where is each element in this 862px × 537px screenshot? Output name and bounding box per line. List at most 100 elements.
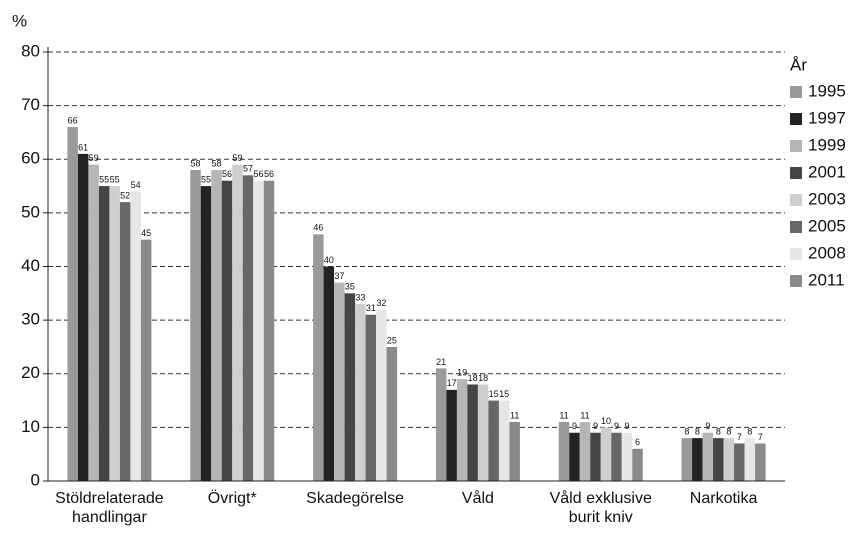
x-tick-label: Stöldrelaterade handlingar: [55, 490, 164, 526]
y-tick-label: 30: [21, 310, 40, 329]
bar: [376, 309, 387, 481]
bar: [590, 432, 601, 481]
bar: [211, 169, 222, 481]
value-label: 21: [436, 357, 446, 367]
legend-swatch: [790, 113, 802, 125]
value-label: 7: [758, 432, 763, 442]
bar: [467, 384, 478, 481]
value-label: 37: [334, 271, 344, 281]
value-label: 59: [232, 153, 242, 163]
x-tick-label-line: burit kniv: [569, 509, 633, 526]
value-label: 18: [478, 373, 488, 383]
bar: [386, 346, 398, 481]
bar: [488, 400, 499, 481]
value-label: 32: [376, 298, 386, 308]
bar: [558, 422, 570, 481]
value-label: 54: [131, 180, 141, 190]
bar: [119, 202, 131, 481]
value-label: 56: [222, 169, 232, 179]
value-label: 9: [614, 421, 619, 431]
x-tick-label-line: Skadegörelse: [306, 490, 404, 507]
bar: [344, 293, 356, 481]
value-label: 46: [313, 223, 323, 233]
bar: [621, 432, 633, 481]
bar: [723, 438, 735, 481]
bar: [221, 180, 233, 481]
value-label: 9: [572, 421, 577, 431]
legend-label: 2005: [808, 216, 846, 235]
legend-swatch: [790, 275, 802, 287]
value-label: 59: [89, 153, 99, 163]
legend-label: 1995: [808, 81, 846, 100]
bar: [477, 384, 489, 481]
legend-title: År: [790, 55, 807, 74]
x-tick-label: Våld: [462, 489, 494, 507]
value-label: 57: [243, 164, 253, 174]
value-label: 17: [447, 378, 457, 388]
bar: [77, 153, 89, 481]
bar: [713, 438, 724, 481]
bar: [323, 266, 335, 481]
value-label: 35: [345, 282, 355, 292]
y-tick-label: 80: [21, 41, 40, 60]
legend-label: 1997: [808, 108, 846, 127]
legend-label: 2001: [808, 162, 846, 181]
bar: [734, 443, 745, 481]
value-label: 55: [110, 174, 120, 184]
x-tick-label: Våld exklusive burit kniv: [550, 489, 652, 526]
bar: [692, 438, 703, 481]
bar: [232, 164, 243, 482]
value-label: 31: [366, 303, 376, 313]
bar: [744, 438, 756, 481]
legend-swatch: [790, 248, 802, 260]
bar: [446, 389, 457, 481]
value-label: 7: [737, 432, 742, 442]
bar: [200, 186, 212, 481]
x-tick-label-line: Våld exklusive: [550, 489, 652, 507]
value-label: 8: [716, 426, 721, 436]
value-label: 8: [726, 426, 731, 436]
bar: [67, 127, 78, 481]
x-tick-label-line: Övrigt*: [208, 489, 257, 507]
value-label: 40: [324, 255, 334, 265]
bar: [569, 432, 580, 481]
bar: [190, 169, 201, 481]
x-tick-label-line: handlingar: [72, 509, 147, 526]
value-label: 52: [120, 191, 130, 201]
bar: [334, 282, 345, 481]
value-label: 18: [468, 373, 478, 383]
x-tick-label-line: Våld: [462, 489, 494, 507]
bar: [140, 239, 152, 481]
legend-label: 2003: [808, 189, 846, 208]
bar: [355, 304, 366, 481]
value-label: 9: [593, 421, 598, 431]
legend-swatch: [790, 86, 802, 98]
bar: [632, 448, 643, 481]
bar: [611, 432, 622, 481]
bar: [130, 191, 141, 482]
legend-label: 1999: [808, 135, 846, 154]
y-tick-label: 20: [21, 363, 40, 382]
value-label: 15: [499, 389, 509, 399]
bar: [242, 175, 254, 481]
value-label: 58: [211, 158, 221, 168]
value-label: 55: [201, 174, 211, 184]
value-label: 6: [635, 437, 640, 447]
bar: [681, 438, 693, 481]
legend-swatch: [790, 194, 802, 206]
value-label: 11: [559, 410, 568, 420]
value-label: 8: [684, 426, 689, 436]
y-tick-label: 60: [21, 149, 40, 168]
value-label: 61: [78, 142, 88, 152]
bar: [313, 234, 324, 481]
bar: [435, 368, 447, 481]
value-label: 19: [457, 367, 467, 377]
value-label: 33: [355, 292, 365, 302]
bar: [600, 427, 612, 481]
y-tick-label: 40: [21, 256, 40, 275]
bar: [263, 180, 275, 481]
value-label: 55: [99, 174, 109, 184]
value-label: 10: [601, 416, 611, 426]
x-tick-label: Narkotika: [690, 490, 758, 507]
